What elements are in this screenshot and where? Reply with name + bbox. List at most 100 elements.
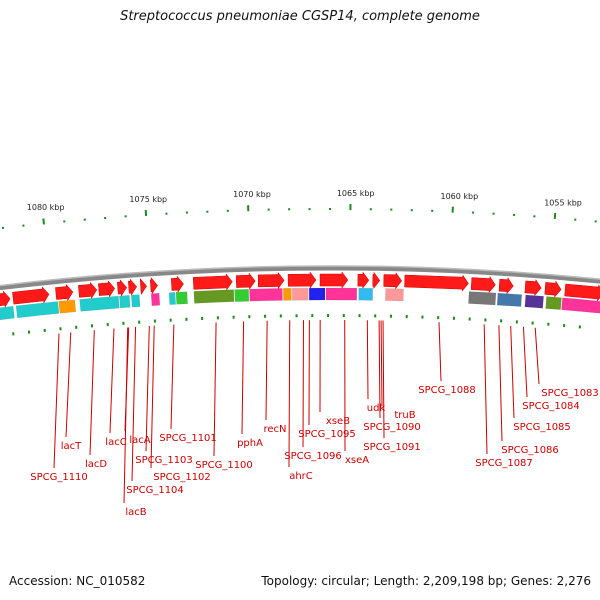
gene-block [15,301,60,319]
gene-label-recn: recN [263,424,286,435]
gene-block [545,296,562,310]
accession-text: Accession: NC_010582 [9,574,146,588]
gene-label-spcg-1091: SPCG_1091 [363,442,421,453]
forward-gene-arrow [192,273,233,291]
forward-gene-arrow [139,277,147,296]
gene-label-spcg-1090: SPCG_1090 [363,422,421,433]
ruler-label: 1065 kbp [337,189,375,198]
forward-gene-arrow [404,274,469,292]
leader-line [378,320,381,419]
leader-line [65,332,72,438]
gene-block [234,288,250,302]
gene-label-xsea: xseA [345,455,369,466]
map-title: Streptococcus pneumoniae CGSP14, complet… [120,9,480,24]
forward-gene-arrow [319,271,349,289]
gene-label-spcg-1088: SPCG_1088 [418,385,476,396]
gene-label-lacb: lacB [125,507,146,518]
gene-block [150,293,161,307]
forward-gene-arrow [12,286,50,305]
gene-block [496,292,523,307]
leader-line [483,324,488,455]
forward-gene-arrow [170,275,184,293]
gene-block [175,291,188,305]
ruler-label: 1060 kbp [441,192,479,201]
gene-block [119,295,131,309]
gene-block [524,294,544,309]
gene-block [131,294,141,308]
gene-label-spcg-1084: SPCG_1084 [522,401,580,412]
forward-gene-arrow [357,271,370,289]
leader-line [241,321,245,435]
forward-gene-arrow [544,280,562,298]
gene-label-ahrc: ahrC [289,471,313,482]
gene-block [358,287,373,301]
forward-gene-arrow [372,271,381,290]
gene-block [0,305,15,321]
leader-line [366,320,369,400]
forward-gene-arrow [98,280,116,298]
gene-label-spcg-1101: SPCG_1101 [159,433,217,444]
leader-line [145,325,150,452]
gene-label-spcg-1087: SPCG_1087 [475,458,533,469]
gene-block [468,291,497,306]
gene-label-laca: lacA [129,435,150,446]
leader-line [150,325,155,469]
gene-label-spcg-1102: SPCG_1102 [153,472,211,483]
leader-line [498,325,503,442]
forward-gene-arrow [235,272,256,290]
forward-gene-arrow [128,278,138,296]
leader-line [510,325,515,419]
leader-line [265,320,268,421]
leader-line [534,327,540,385]
gene-label-spcg-1086: SPCG_1086 [501,445,559,456]
gene-block [79,295,120,312]
gene-block [283,288,292,301]
gene-label-spcg-1103: SPCG_1103 [135,455,193,466]
ruler-label: 1070 kbp [233,190,271,199]
gene-label-xseb: xseB [326,416,350,427]
backbone-arc [0,265,600,291]
ruler-tick [42,218,45,225]
forward-gene-arrow [55,283,74,302]
gene-label-spcg-1104: SPCG_1104 [126,485,184,496]
topology-summary: Topology: circular; Length: 2,209,198 bp… [261,574,591,588]
ruler-label: 1080 kbp [27,203,65,212]
leader-line [53,333,60,469]
gene-block [308,287,326,301]
gene-label-spcg-1100: SPCG_1100 [195,460,253,471]
gene-block [325,287,358,301]
leader-line [213,322,217,457]
forward-gene-arrow [564,283,600,302]
leader-line [438,322,442,382]
leader-line [288,320,291,468]
leader-line [522,326,528,398]
ruler-label: 1055 kbp [544,199,582,208]
gene-label-spcg-1110: SPCG_1110 [30,472,88,483]
gene-block [291,287,309,301]
gene-label-udk: udk [367,403,386,414]
gene-block [561,297,600,314]
gene-label-lacc: lacC [105,437,126,448]
gene-block [249,288,283,302]
forward-gene-arrow [149,277,158,295]
gene-label-lacd: lacD [85,459,107,470]
gene-label-spcg-1095: SPCG_1095 [298,429,356,440]
gene-block [193,289,235,304]
forward-gene-arrow [287,271,317,289]
gene-block [385,288,404,302]
gene-block [58,299,77,314]
forward-gene-arrow [257,271,285,290]
leader-line [382,320,385,439]
leader-line [109,328,115,434]
gene-label-lact: lacT [61,441,82,452]
ruler-label: 1075 kbp [129,195,167,204]
leader-line [123,327,129,504]
forward-gene-arrow [524,278,542,297]
forward-gene-arrow [0,290,11,308]
gene-block [168,292,176,305]
forward-gene-arrow [78,281,98,300]
gene-label-spcg-1083: SPCG_1083 [541,388,599,399]
leader-line [170,324,175,430]
backbone-highlight [0,265,600,287]
